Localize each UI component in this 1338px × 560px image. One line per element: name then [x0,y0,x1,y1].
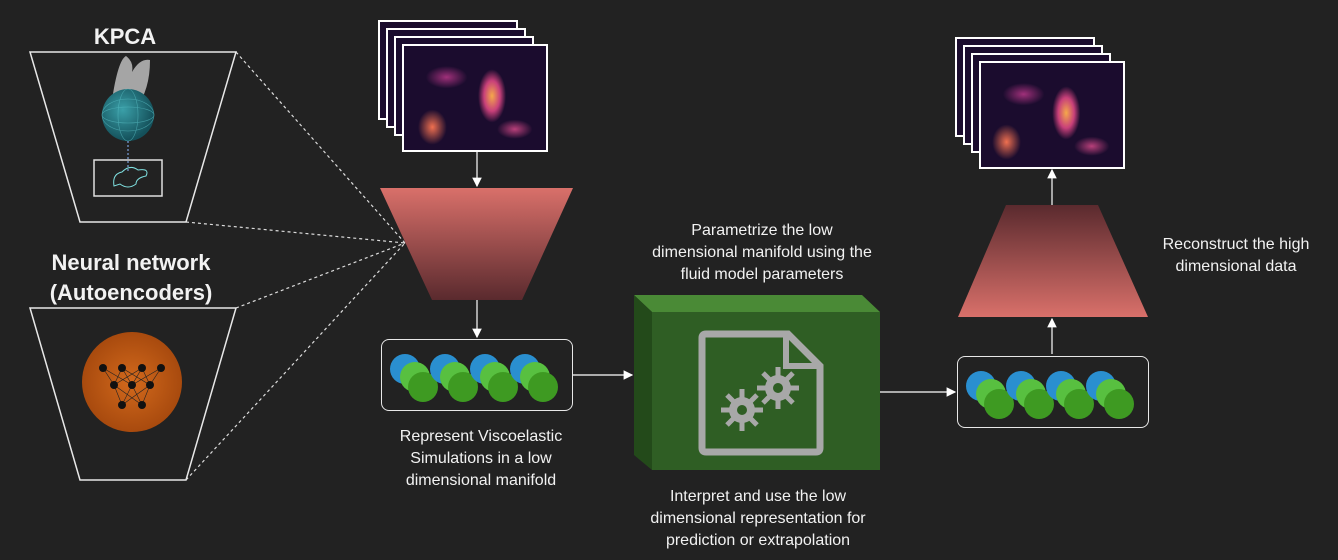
latent-node [1104,389,1134,419]
neural-network-label: Neural network [51,250,211,275]
autoencoder-illustration [82,332,182,432]
dotted-connectors [185,51,406,481]
reconstruct-caption: Reconstruct the high dimensional data [1162,236,1310,275]
represent-caption: Represent Viscoelastic Simulations in a … [399,428,563,489]
latent-representation-box [381,339,573,411]
gears-document-icon [698,330,824,456]
reconstructed-frame [979,61,1125,169]
parametrize-caption: Parametrize the low dimensional manifold… [652,222,872,283]
interpret-caption: Interpret and use the low dimensional re… [650,488,866,549]
encoder-trapezoid [380,188,573,300]
latent-node [528,372,558,402]
model-box [634,295,880,470]
simulation-frame [402,44,548,152]
kpca-illustration [93,56,163,197]
autoencoders-label: (Autoencoders) [49,280,213,305]
kpca-label: KPCA [93,24,157,49]
decoder-trapezoid [958,205,1148,317]
latent-representation-box [957,356,1149,428]
